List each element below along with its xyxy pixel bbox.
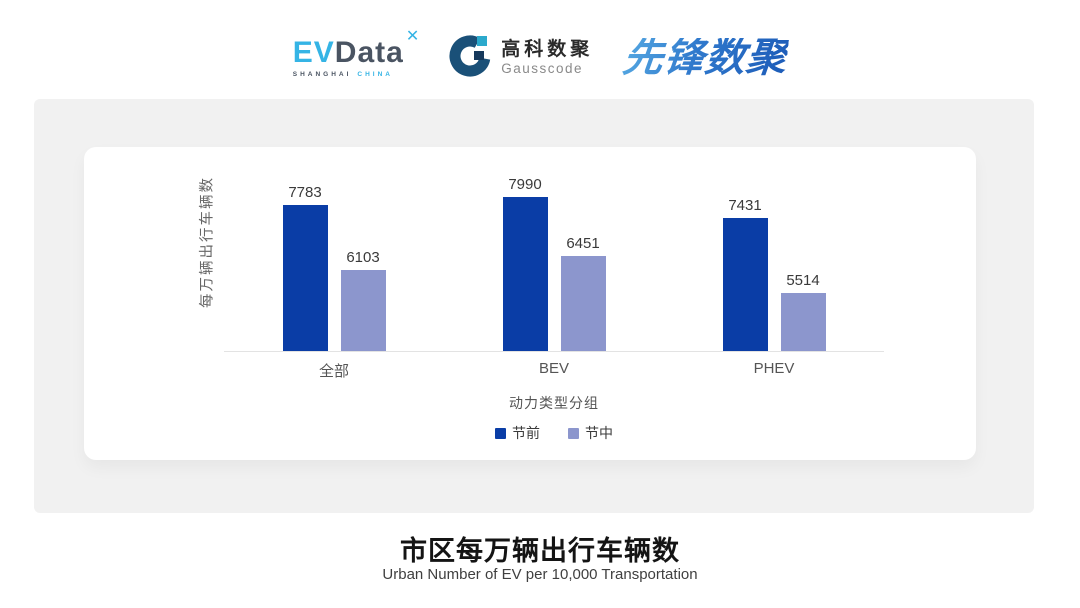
x-axis-category-labels: 全部 BEV PHEV	[224, 360, 884, 381]
evdata-logo-ev: EV	[292, 36, 335, 69]
legend-swatch-jieqian	[495, 427, 506, 439]
bar-jiezhong-quanbu	[340, 269, 386, 351]
x-axis-title: 动力类型分组	[509, 395, 599, 411]
gausscode-logo: 高科数聚 Gausscode	[448, 34, 593, 83]
header-logos: EV Data ✕ SHANGHAI CHINA 高科数聚 Gausscode 先锋…	[0, 29, 1080, 86]
bar-group-quanbu: 7783 6103	[224, 182, 444, 351]
chart-panel: 每万辆出行车辆数 7783 6103 7990	[34, 99, 1034, 513]
evdata-logo-china: CHINA	[357, 71, 394, 78]
bar-value-label: 7783	[288, 183, 322, 201]
bar-value-label: 7431	[728, 197, 762, 215]
chart-card: 每万辆出行车辆数 7783 6103 7990	[84, 147, 976, 460]
evdata-logo-data: Data	[334, 36, 404, 69]
gausscode-logo-en: Gausscode	[501, 61, 584, 77]
category-label-bev: BEV	[538, 360, 569, 377]
legend-item-jieqian: 节前	[495, 423, 540, 443]
bar-chart-plot-area: 7783 6103 7990 6451	[224, 177, 884, 352]
page-title: 市区每万辆出行车辆数	[400, 536, 680, 566]
bar-group-bev: 7990 6451	[444, 177, 664, 351]
bar-value-label: 6103	[346, 248, 380, 266]
bar-jieqian-quanbu	[282, 204, 328, 351]
bar-jiezhong-bev	[560, 256, 606, 351]
bar-value-label: 5514	[786, 271, 820, 289]
category-label-phev: PHEV	[753, 360, 795, 377]
y-axis-label: 每万辆出行车辆数	[199, 176, 216, 308]
bar-value-label: 6451	[566, 235, 600, 253]
category-label-quanbu: 全部	[318, 363, 349, 380]
legend-label-jieqian: 节前	[512, 425, 540, 441]
bar-jiezhong-phev	[780, 292, 826, 351]
page-subtitle: Urban Number of EV per 10,000 Transporta…	[382, 566, 698, 583]
gausscode-logo-cn: 高科数聚	[501, 39, 594, 61]
bar-value-label: 7990	[508, 175, 542, 193]
bar-group-phev: 7431 5514	[664, 182, 884, 351]
gausscode-g-icon	[448, 34, 492, 83]
legend-label-jiezhong: 节中	[585, 425, 613, 441]
evdata-logo: EV Data ✕ SHANGHAI CHINA	[292, 29, 419, 79]
bar-jieqian-phev	[722, 218, 768, 351]
bar-jieqian-bev	[502, 196, 548, 351]
chart-legend: 节前 节中	[224, 423, 884, 443]
legend-item-jiezhong: 节中	[568, 423, 613, 443]
evdata-logo-shanghai: SHANGHAI	[292, 71, 352, 78]
xianfeng-shuju-logo: 先锋数聚	[620, 36, 790, 80]
propeller-x-icon: ✕	[405, 28, 421, 45]
legend-swatch-jiezhong	[568, 427, 579, 439]
